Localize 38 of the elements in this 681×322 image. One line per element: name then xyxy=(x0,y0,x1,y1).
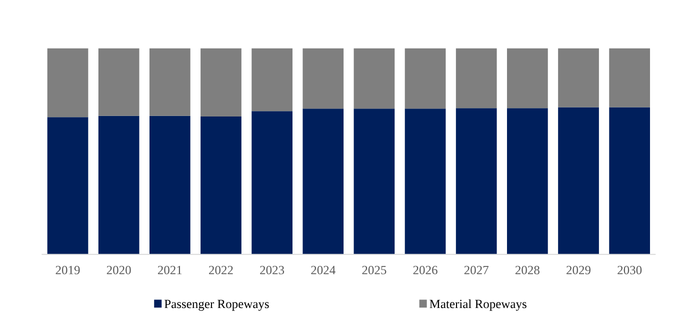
bar xyxy=(149,116,190,254)
bar xyxy=(149,48,190,116)
bar xyxy=(404,108,446,254)
bar xyxy=(456,108,497,254)
bar xyxy=(200,48,242,117)
bar xyxy=(98,116,140,254)
legend-label: Passenger Ropeways xyxy=(164,300,269,311)
bar xyxy=(354,48,395,109)
bar xyxy=(456,48,497,108)
x-tick-label: 2026 xyxy=(413,266,438,274)
bar xyxy=(200,116,242,254)
bar xyxy=(252,111,292,254)
x-tick-label: 2025 xyxy=(362,266,386,274)
x-tick-label: 2022 xyxy=(209,266,233,274)
x-tick-label: 2030 xyxy=(618,266,642,274)
x-tick-label: 2029 xyxy=(566,266,590,274)
bar xyxy=(558,48,599,108)
bar xyxy=(354,108,395,254)
bar xyxy=(98,48,140,116)
bar xyxy=(302,108,344,254)
bar xyxy=(507,48,548,108)
bar xyxy=(609,48,650,108)
bar xyxy=(558,107,599,254)
x-tick-label: 2020 xyxy=(106,266,131,274)
x-tick-label: 2027 xyxy=(464,266,488,274)
bar xyxy=(252,48,292,112)
x-tick-label: 2024 xyxy=(311,266,336,274)
bar xyxy=(609,107,650,254)
bar xyxy=(404,48,446,109)
bar xyxy=(47,48,88,118)
legend-label: Material Ropeways xyxy=(430,299,526,311)
bar xyxy=(302,48,344,109)
x-tick-label: 2023 xyxy=(260,266,284,274)
x-tick-label: 2019 xyxy=(56,266,80,274)
x-tick-label: 2028 xyxy=(515,266,540,274)
bar xyxy=(507,108,548,254)
x-tick-label: 2021 xyxy=(158,266,182,274)
bar xyxy=(47,117,88,254)
